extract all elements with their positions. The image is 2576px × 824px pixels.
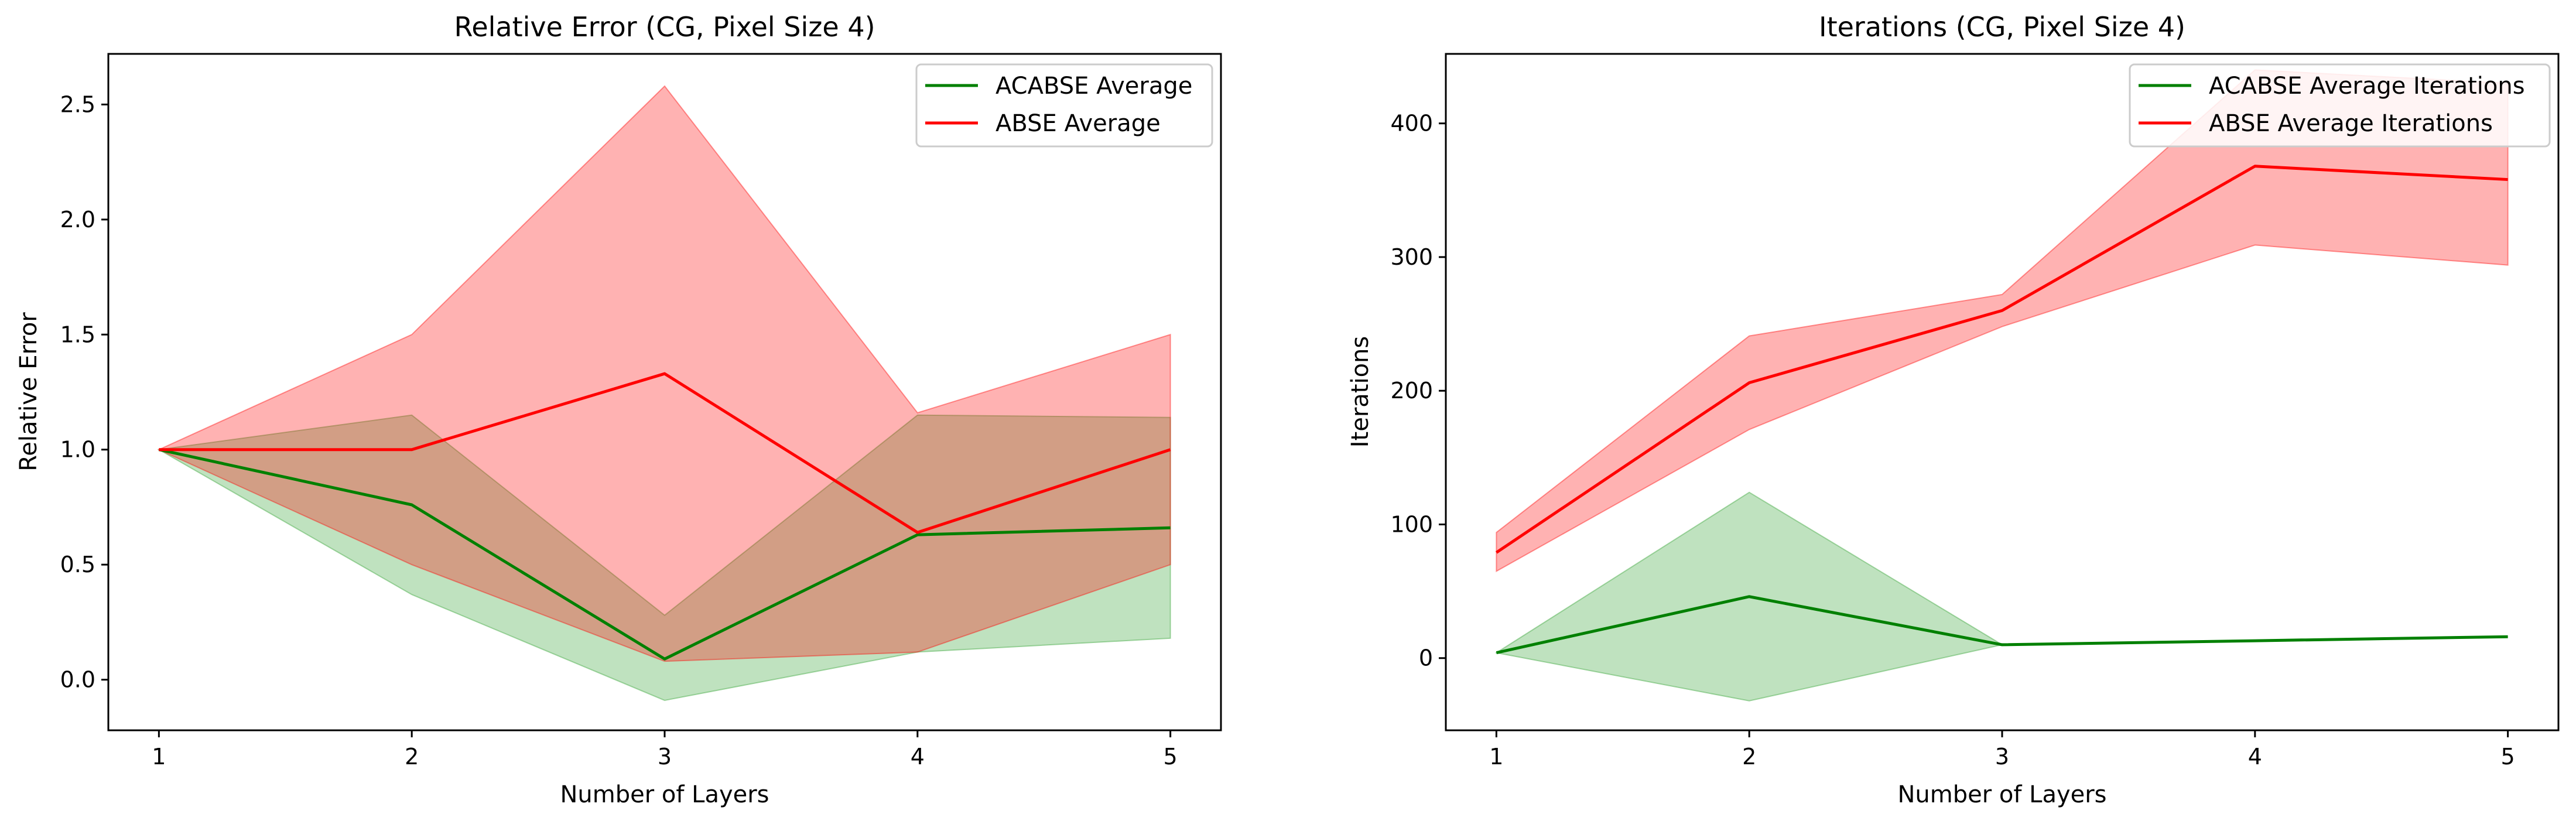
relative-error-series-line-1 [159,372,1171,534]
iterations-legend-acabse-label: ACABSE Average Iterations [2209,73,2525,100]
relative-error-title: Relative Error (CG, Pixel Size 4) [454,11,875,43]
relative-error-x-tick-label: 5 [1164,744,1178,770]
relative-error-x-tick-label: 3 [658,744,672,770]
iterations-y-ticks: 0 100 200 300 400 [1390,111,1446,671]
iterations-y-tick-label: 100 [1390,511,1433,537]
iterations-y-tick-label: 300 [1390,244,1433,270]
relative-error-y-ticks: 0.0 0.5 1.0 1.5 2.0 2.5 [60,91,108,693]
relative-error-y-tick-label: 2.0 [60,207,95,233]
iterations-x-ticks: 1 2 3 4 5 [1489,730,2515,770]
relative-error-x-axis-label: Number of Layers [560,781,769,808]
iterations-x-axis-label: Number of Layers [1897,781,2106,808]
iterations-y-tick-label: 400 [1390,111,1433,136]
relative-error-lines [158,372,1171,661]
relative-error-x-tick-label: 1 [152,744,166,770]
iterations-legend-abse-label: ABSE Average Iterations [2209,110,2493,137]
iterations-lines [1495,165,2508,655]
iterations-y-tick-label: 200 [1390,378,1433,404]
iterations-series-line-1 [1495,165,2508,554]
relative-error-y-tick-label: 2.5 [60,91,95,117]
iterations-x-tick-label: 1 [1489,744,1503,770]
iterations-chart: Iterations (CG, Pixel Size 4) 1 2 3 4 5 0 100… [1347,11,2560,808]
relative-error-legend-abse-label: ABSE Average [995,110,1161,137]
relative-error-y-tick-label: 0.5 [60,552,95,577]
relative-error-y-tick-label: 1.0 [60,437,95,463]
iterations-band-1 [1496,69,2509,573]
iterations-legend-box [2129,63,2551,148]
relative-error-y-tick-label: 1.5 [60,322,95,347]
relative-error-legend-acabse-label: ACABSE Average [995,73,1192,100]
relative-error-x-ticks: 1 2 3 4 5 [152,730,1178,770]
iterations-y-tick-label: 0 [1419,645,1433,671]
relative-error-x-tick-label: 4 [911,744,925,770]
iterations-legend: ACABSE Average Iterations ABSE Average I… [2129,63,2551,148]
relative-error-x-tick-label: 2 [405,744,419,770]
iterations-x-tick-label: 4 [2248,744,2262,770]
iterations-x-tick-label: 2 [1742,744,1756,770]
relative-error-legend: ACABSE Average ABSE Average [915,63,1213,148]
relative-error-series-line-0 [158,448,1171,661]
iterations-title: Iterations (CG, Pixel Size 4) [1819,11,2185,43]
iterations-x-tick-label: 5 [2501,744,2515,770]
iterations-x-tick-label: 3 [1995,744,2009,770]
iterations-y-axis-label: Iterations [1347,336,1374,448]
relative-error-legend-box [915,63,1213,148]
iterations-series-line-0 [1496,595,2508,655]
relative-error-y-axis-label: Relative Error [15,312,42,471]
relative-error-y-tick-label: 0.0 [60,667,95,693]
